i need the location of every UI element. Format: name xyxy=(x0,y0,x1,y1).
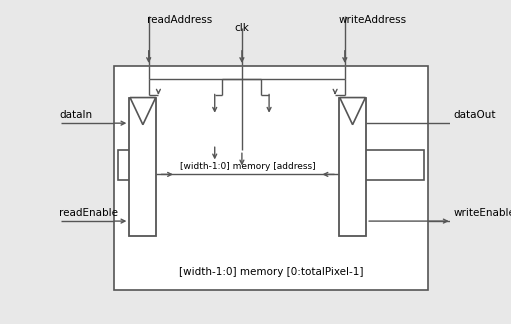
Text: readAddress: readAddress xyxy=(147,15,212,25)
Polygon shape xyxy=(340,98,365,125)
Text: readEnable: readEnable xyxy=(59,208,119,218)
Text: writeEnable: writeEnable xyxy=(454,208,511,218)
Text: writeAddress: writeAddress xyxy=(339,15,407,25)
Text: clk: clk xyxy=(234,23,249,33)
Polygon shape xyxy=(130,98,156,125)
Bar xyxy=(129,98,156,236)
Text: [width-1:0] memory [0:totalPixel-1]: [width-1:0] memory [0:totalPixel-1] xyxy=(179,267,363,277)
Text: [width-1:0] memory [address]: [width-1:0] memory [address] xyxy=(180,162,316,171)
Bar xyxy=(114,66,428,290)
Text: dataIn: dataIn xyxy=(59,110,92,120)
Bar xyxy=(339,98,366,236)
Text: dataOut: dataOut xyxy=(454,110,496,120)
